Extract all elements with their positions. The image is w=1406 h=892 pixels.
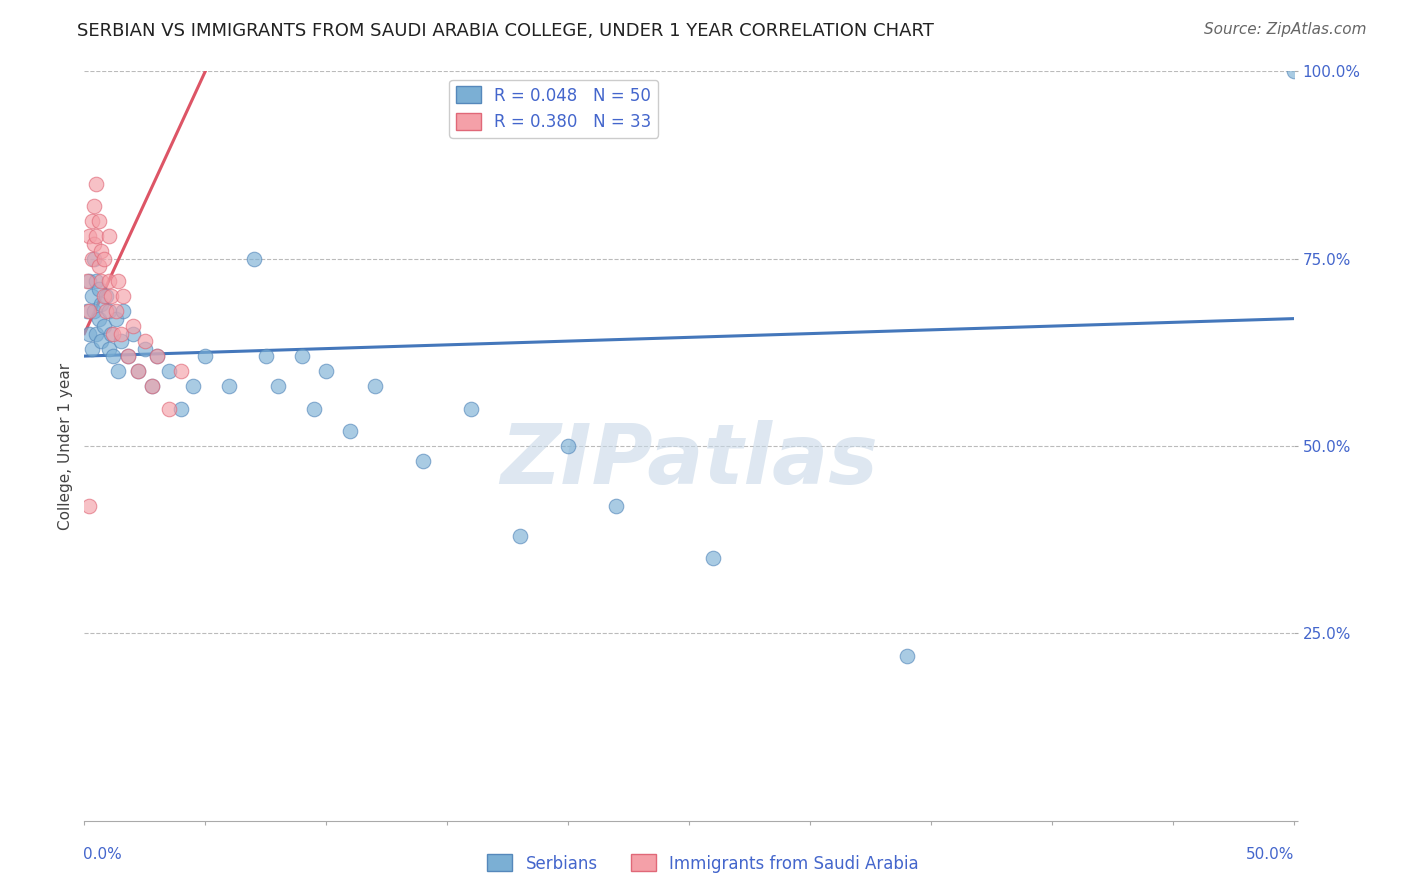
- Point: [157, 364, 180, 378]
- Point: [90, 334, 112, 348]
- Point: [93, 319, 115, 334]
- Y-axis label: College, Under 1 year: College, Under 1 year: [58, 362, 73, 530]
- Point: [254, 349, 277, 363]
- Point: [93, 289, 115, 303]
- Point: [121, 326, 143, 341]
- Point: [80, 342, 103, 356]
- Point: [87, 259, 110, 273]
- Point: [100, 326, 122, 341]
- Point: [80, 252, 103, 266]
- Point: [83, 252, 105, 266]
- Point: [94, 304, 117, 318]
- Text: 50.0%: 50.0%: [1246, 847, 1295, 862]
- Point: [83, 199, 105, 213]
- Point: [80, 214, 103, 228]
- Point: [76, 274, 98, 288]
- Point: [702, 551, 724, 566]
- Point: [87, 214, 110, 228]
- Point: [315, 364, 337, 378]
- Point: [112, 304, 135, 318]
- Point: [339, 424, 361, 438]
- Point: [90, 274, 112, 288]
- Text: 0.0%: 0.0%: [83, 847, 122, 862]
- Point: [157, 401, 180, 416]
- Point: [117, 349, 139, 363]
- Point: [77, 499, 100, 513]
- Point: [291, 349, 314, 363]
- Point: [141, 379, 163, 393]
- Point: [104, 311, 127, 326]
- Point: [77, 274, 100, 288]
- Point: [76, 304, 98, 318]
- Point: [97, 342, 120, 356]
- Point: [509, 529, 531, 543]
- Point: [107, 274, 129, 288]
- Point: [83, 304, 105, 318]
- Point: [134, 342, 156, 356]
- Point: [127, 364, 149, 378]
- Point: [141, 379, 163, 393]
- Text: ZIPatlas: ZIPatlas: [501, 420, 877, 501]
- Point: [242, 252, 264, 266]
- Point: [103, 326, 125, 341]
- Point: [86, 177, 108, 191]
- Point: [86, 274, 108, 288]
- Point: [112, 289, 135, 303]
- Point: [86, 229, 108, 244]
- Point: [181, 379, 204, 393]
- Point: [460, 401, 482, 416]
- Point: [302, 401, 325, 416]
- Point: [97, 229, 120, 244]
- Point: [86, 326, 108, 341]
- Point: [93, 252, 115, 266]
- Point: [146, 349, 169, 363]
- Point: [87, 282, 110, 296]
- Point: [605, 499, 627, 513]
- Point: [110, 334, 132, 348]
- Point: [77, 304, 100, 318]
- Point: [94, 289, 117, 303]
- Point: [100, 289, 122, 303]
- Point: [121, 319, 143, 334]
- Point: [103, 349, 125, 363]
- Point: [896, 648, 918, 663]
- Point: [110, 326, 132, 341]
- Point: [80, 289, 103, 303]
- Point: [127, 364, 149, 378]
- Point: [1282, 64, 1305, 78]
- Point: [170, 364, 193, 378]
- Point: [412, 454, 434, 468]
- Legend: R = 0.048   N = 50, R = 0.380   N = 33: R = 0.048 N = 50, R = 0.380 N = 33: [450, 79, 658, 137]
- Text: SERBIAN VS IMMIGRANTS FROM SAUDI ARABIA COLLEGE, UNDER 1 YEAR CORRELATION CHART: SERBIAN VS IMMIGRANTS FROM SAUDI ARABIA …: [77, 22, 934, 40]
- Point: [97, 304, 120, 318]
- Point: [107, 364, 129, 378]
- Point: [77, 229, 100, 244]
- Point: [83, 236, 105, 251]
- Point: [97, 274, 120, 288]
- Point: [363, 379, 385, 393]
- Point: [134, 334, 156, 348]
- Point: [90, 244, 112, 259]
- Point: [218, 379, 240, 393]
- Point: [77, 326, 100, 341]
- Point: [170, 401, 193, 416]
- Point: [557, 439, 579, 453]
- Legend: Serbians, Immigrants from Saudi Arabia: Serbians, Immigrants from Saudi Arabia: [481, 847, 925, 880]
- Point: [87, 311, 110, 326]
- Point: [90, 296, 112, 310]
- Text: Source: ZipAtlas.com: Source: ZipAtlas.com: [1204, 22, 1367, 37]
- Point: [104, 304, 127, 318]
- Point: [117, 349, 139, 363]
- Point: [267, 379, 290, 393]
- Point: [146, 349, 169, 363]
- Point: [194, 349, 217, 363]
